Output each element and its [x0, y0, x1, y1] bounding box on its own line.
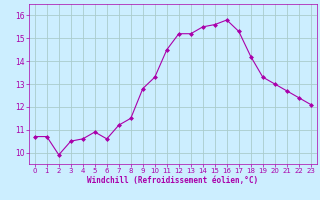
X-axis label: Windchill (Refroidissement éolien,°C): Windchill (Refroidissement éolien,°C) — [87, 176, 258, 185]
